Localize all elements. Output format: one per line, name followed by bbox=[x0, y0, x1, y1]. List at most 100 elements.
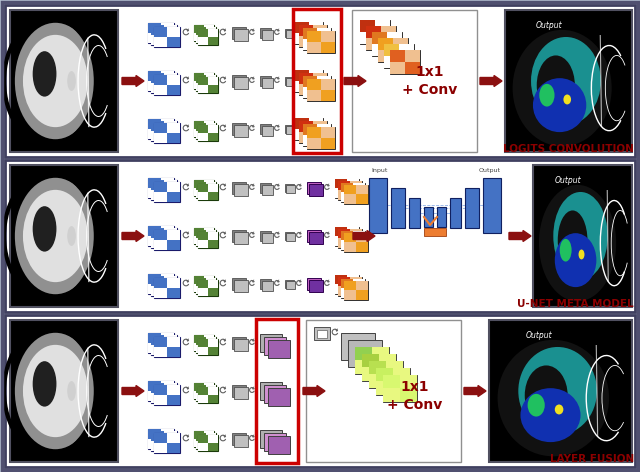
Bar bbox=[378, 50, 393, 62]
Ellipse shape bbox=[579, 250, 584, 260]
Bar bbox=[321, 90, 335, 101]
Bar bbox=[344, 233, 368, 252]
Bar bbox=[268, 388, 290, 406]
Bar bbox=[198, 280, 218, 296]
Bar bbox=[260, 279, 271, 289]
Bar bbox=[196, 393, 206, 401]
Bar bbox=[295, 22, 309, 33]
Bar bbox=[309, 81, 323, 92]
Bar bbox=[154, 240, 167, 250]
Bar bbox=[303, 28, 317, 39]
Bar bbox=[353, 183, 365, 192]
Bar bbox=[309, 77, 323, 89]
Bar bbox=[161, 23, 174, 33]
Bar bbox=[347, 227, 359, 236]
Bar bbox=[309, 33, 323, 44]
Bar bbox=[164, 431, 177, 441]
Bar bbox=[309, 118, 323, 129]
Bar bbox=[234, 232, 248, 244]
Bar bbox=[154, 123, 167, 133]
Bar bbox=[303, 39, 317, 50]
Bar bbox=[341, 279, 353, 288]
Bar bbox=[5, 315, 635, 467]
Bar bbox=[194, 33, 204, 41]
Bar bbox=[208, 184, 218, 192]
Bar bbox=[194, 383, 214, 399]
Bar bbox=[151, 335, 177, 355]
Bar bbox=[409, 198, 420, 228]
Bar bbox=[353, 279, 365, 288]
Bar bbox=[154, 347, 167, 357]
Bar bbox=[307, 42, 321, 53]
Bar bbox=[335, 227, 347, 236]
Bar bbox=[299, 132, 313, 143]
Ellipse shape bbox=[513, 30, 612, 146]
Bar bbox=[317, 330, 327, 338]
Bar bbox=[264, 433, 286, 451]
Bar bbox=[309, 232, 323, 244]
Bar bbox=[309, 184, 323, 196]
Bar bbox=[164, 441, 177, 451]
Ellipse shape bbox=[15, 178, 96, 294]
Ellipse shape bbox=[497, 340, 609, 456]
Bar bbox=[204, 73, 214, 81]
Bar bbox=[344, 185, 356, 194]
Bar bbox=[391, 188, 405, 228]
Bar bbox=[194, 129, 204, 137]
Bar bbox=[151, 73, 177, 93]
Bar bbox=[196, 27, 216, 43]
Bar bbox=[196, 345, 206, 353]
Bar bbox=[262, 388, 273, 398]
Bar bbox=[260, 183, 271, 193]
Bar bbox=[151, 286, 164, 296]
Bar bbox=[204, 343, 214, 351]
Bar bbox=[262, 78, 273, 88]
Bar bbox=[309, 22, 323, 33]
Bar bbox=[198, 347, 208, 355]
Bar bbox=[341, 231, 365, 250]
Bar bbox=[384, 44, 414, 68]
Bar bbox=[317, 87, 331, 98]
Bar bbox=[366, 38, 381, 50]
Bar bbox=[206, 238, 216, 246]
Bar bbox=[208, 443, 218, 451]
Bar bbox=[356, 194, 368, 204]
Bar bbox=[338, 190, 350, 200]
Bar bbox=[307, 127, 321, 138]
Bar bbox=[198, 435, 208, 443]
Bar bbox=[196, 278, 206, 286]
Bar bbox=[341, 279, 365, 298]
Bar bbox=[196, 433, 216, 449]
Bar bbox=[10, 320, 118, 462]
Bar bbox=[405, 50, 420, 62]
Bar bbox=[151, 431, 164, 441]
Bar bbox=[148, 429, 174, 449]
Bar bbox=[206, 35, 216, 43]
Bar bbox=[234, 77, 248, 89]
Bar bbox=[151, 25, 177, 45]
Bar bbox=[154, 278, 167, 288]
Bar bbox=[194, 228, 214, 244]
Bar bbox=[313, 73, 327, 84]
Bar bbox=[167, 27, 180, 37]
Bar bbox=[148, 381, 174, 401]
Bar bbox=[196, 385, 216, 401]
Bar bbox=[307, 123, 321, 135]
Bar bbox=[204, 228, 214, 236]
Bar bbox=[303, 28, 331, 50]
Bar bbox=[293, 9, 341, 153]
Bar bbox=[405, 62, 420, 74]
Bar bbox=[161, 81, 174, 91]
Bar bbox=[360, 20, 375, 32]
Bar bbox=[206, 337, 216, 345]
Bar bbox=[198, 443, 208, 451]
Bar bbox=[148, 284, 161, 294]
Bar bbox=[285, 125, 294, 133]
Bar bbox=[161, 33, 174, 43]
Bar bbox=[194, 276, 214, 292]
Bar bbox=[204, 276, 214, 284]
Bar bbox=[198, 288, 208, 296]
Bar bbox=[375, 20, 390, 32]
Bar bbox=[164, 276, 177, 286]
Bar bbox=[387, 44, 402, 56]
